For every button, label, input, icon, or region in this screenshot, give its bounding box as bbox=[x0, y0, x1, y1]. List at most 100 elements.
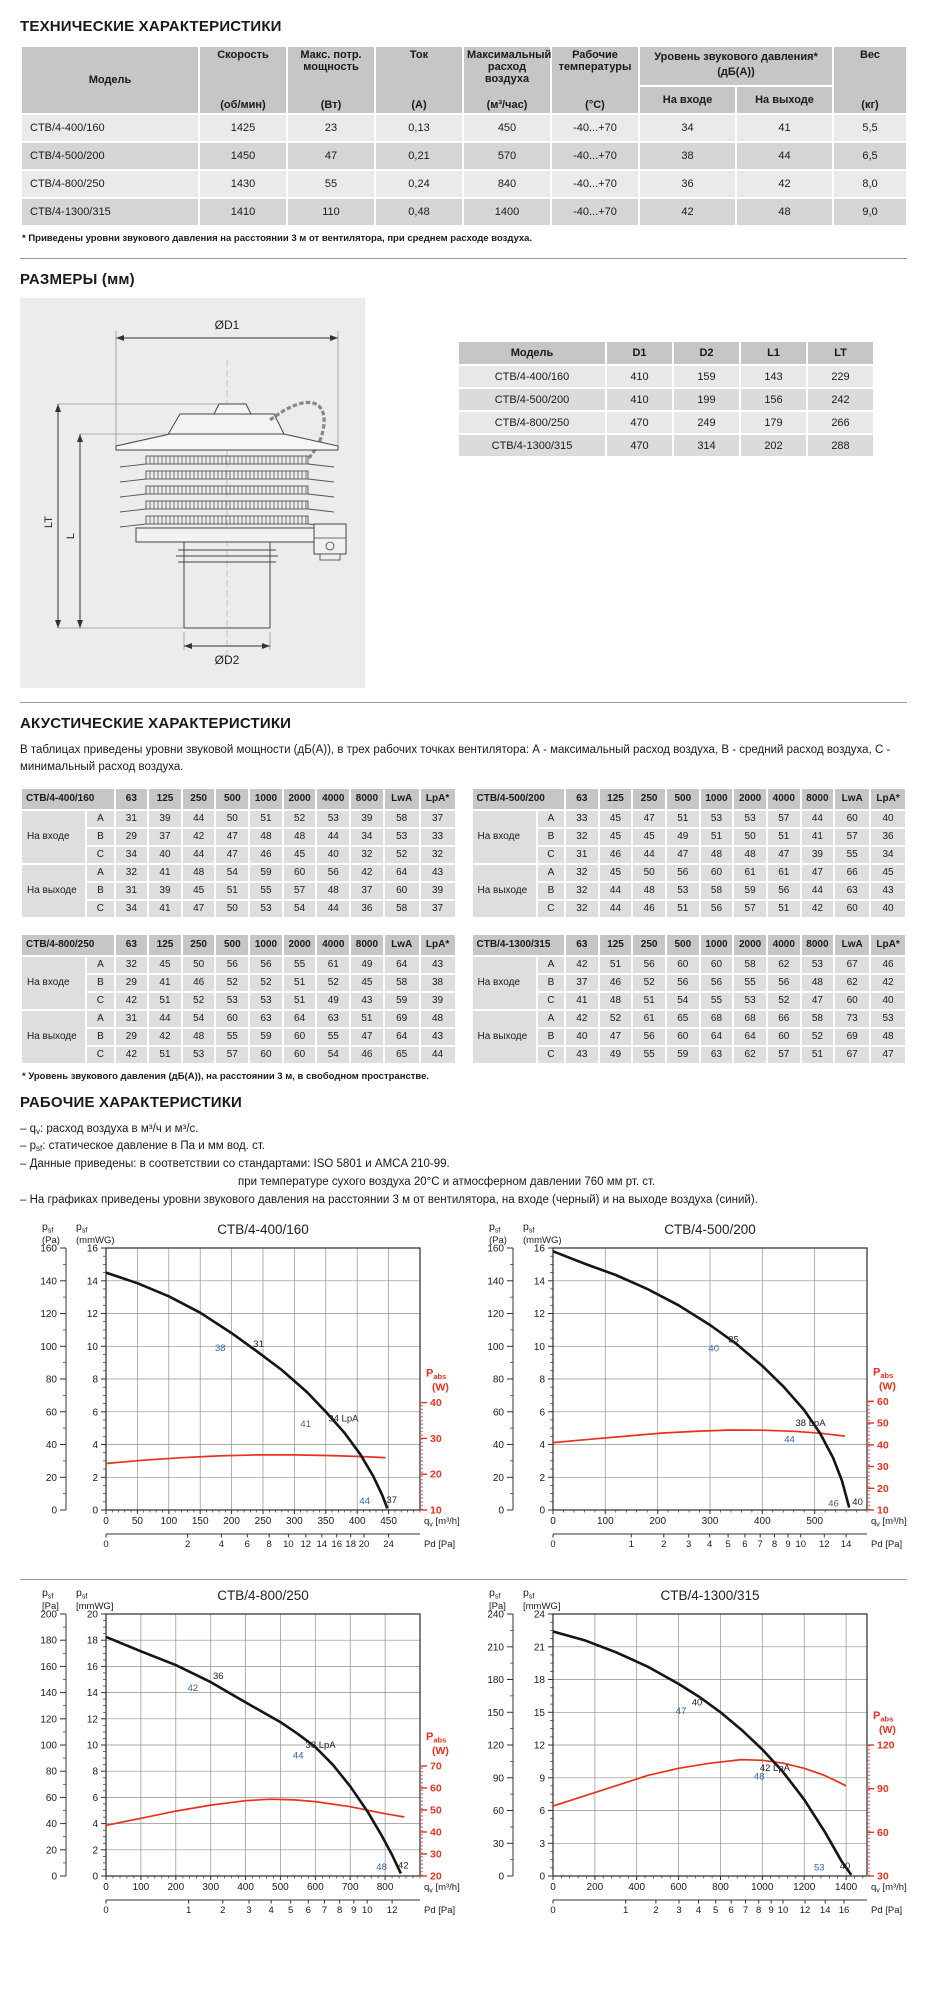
svg-text:200: 200 bbox=[167, 1882, 184, 1893]
table-row: CTB/4-800/250 470 249 179 266 bbox=[459, 412, 873, 433]
svg-text:9: 9 bbox=[539, 1773, 545, 1784]
svg-text:2: 2 bbox=[539, 1472, 545, 1483]
fan-dimension-drawing: ØD1 bbox=[20, 298, 365, 688]
svg-text:psf: psf bbox=[523, 1587, 534, 1601]
group-label: На выходе bbox=[472, 864, 536, 917]
louvers bbox=[119, 455, 335, 528]
svg-text:[Pa]: [Pa] bbox=[489, 1601, 506, 1612]
pressure-curve bbox=[552, 1629, 853, 1876]
svg-text:7: 7 bbox=[743, 1905, 748, 1916]
table-row: CTB/4-400/160 1425 23 0,13 450 -40...+70 34 41 5… bbox=[22, 115, 907, 141]
svg-text:0: 0 bbox=[51, 1505, 57, 1516]
section-title-performance: РАБОЧИЕ ХАРАКТЕРИСТИКИ bbox=[20, 1093, 243, 1111]
svg-text:41: 41 bbox=[300, 1419, 311, 1430]
svg-text:34 LpA: 34 LpA bbox=[328, 1413, 359, 1424]
acoustic-model-header: CTB/4-1300/315 bbox=[472, 934, 564, 955]
svg-text:240: 240 bbox=[487, 1609, 504, 1620]
table-row: На входе A 32 45 50 56 56 55 61 49 64 43 bbox=[22, 956, 455, 1009]
svg-text:50: 50 bbox=[132, 1516, 144, 1527]
svg-text:200: 200 bbox=[223, 1516, 240, 1527]
svg-text:37: 37 bbox=[386, 1495, 397, 1506]
svg-text:60: 60 bbox=[493, 1407, 505, 1418]
acoustic-table: CTB/4-400/160 63 125 250 500 1000 2000 4000 8000… bbox=[20, 787, 457, 919]
section-technical: ТЕХНИЧЕСКИЕ ХАРАКТЕРИСТИКИ Модель Скорост… bbox=[20, 18, 907, 244]
pressure-curve bbox=[552, 1249, 851, 1508]
svg-text:0: 0 bbox=[539, 1871, 545, 1882]
svg-text:12: 12 bbox=[387, 1905, 398, 1916]
svg-text:80: 80 bbox=[493, 1374, 505, 1385]
svg-text:8: 8 bbox=[92, 1374, 98, 1385]
svg-text:10: 10 bbox=[778, 1905, 789, 1916]
svg-text:1000: 1000 bbox=[751, 1882, 774, 1893]
table-row: CTB/4-400/160 410 159 143 229 bbox=[459, 366, 873, 387]
svg-text:12: 12 bbox=[301, 1539, 312, 1550]
dim-label-l: L bbox=[65, 533, 77, 539]
col-header: Рабочие температуры (°С) bbox=[552, 47, 638, 113]
svg-text:90: 90 bbox=[493, 1773, 505, 1784]
pressure-curve bbox=[105, 1635, 402, 1874]
svg-text:40: 40 bbox=[852, 1496, 863, 1507]
technical-footnote: * Приведены уровни звукового давления на… bbox=[22, 233, 533, 244]
acoustic-intro: В таблицах приведены уровни звуковой мощ… bbox=[20, 744, 891, 774]
svg-text:14: 14 bbox=[87, 1688, 99, 1699]
table-row: C 31 46 44 47 48 48 47 39 55 34 bbox=[473, 846, 905, 863]
svg-text:12: 12 bbox=[87, 1714, 99, 1725]
svg-text:6: 6 bbox=[306, 1905, 311, 1916]
svg-text:36: 36 bbox=[213, 1671, 224, 1682]
svg-text:60: 60 bbox=[46, 1407, 58, 1418]
table-row: CTB/4-500/200 1450 47 0,21 570 -40...+70 38 44 6… bbox=[22, 143, 907, 169]
group-label: На входе bbox=[22, 810, 86, 863]
performance-chart-2: 0 2 4 6 8 10 12 14 16 0 20 40 60 80 100 120 140 160 psf (Pa… bbox=[467, 1218, 907, 1565]
svg-text:5: 5 bbox=[713, 1905, 718, 1916]
svg-text:14: 14 bbox=[534, 1276, 546, 1287]
svg-text:100: 100 bbox=[40, 1740, 57, 1751]
note-line: – Данные приведены: в соответствии со ст… bbox=[20, 1158, 450, 1171]
svg-text:14: 14 bbox=[317, 1539, 328, 1550]
table-row: CTB/4-1300/315 1410 110 0,48 1400 -40...+70 42… bbox=[22, 199, 907, 225]
note-line: – psf: статическое давление в Па и мм во… bbox=[20, 1140, 266, 1154]
col-header: Скорость (об/мин) bbox=[200, 47, 286, 113]
svg-text:40: 40 bbox=[430, 1397, 442, 1409]
table-row: B 32 44 48 53 58 59 56 44 63 43 bbox=[473, 882, 905, 899]
table-row: B 32 45 45 49 51 50 51 41 57 36 bbox=[473, 828, 905, 845]
table-row: B 37 46 52 56 56 55 56 48 62 42 bbox=[473, 974, 905, 991]
svg-text:400: 400 bbox=[237, 1882, 254, 1893]
svg-text:10: 10 bbox=[283, 1539, 294, 1550]
col-header: Ток (А) bbox=[376, 47, 462, 113]
svg-text:qv [m³/h]: qv [m³/h] bbox=[871, 1882, 907, 1895]
svg-text:16: 16 bbox=[87, 1243, 99, 1254]
table-row: C 43 49 55 59 63 62 57 51 67 47 bbox=[473, 1046, 905, 1063]
performance-chart-svg: 036912151821240306090120150180210240psf[… bbox=[487, 1587, 907, 1916]
table-row: На выходе A 31 44 54 60 63 64 63 51 69 48 bbox=[22, 1010, 455, 1063]
svg-text:40: 40 bbox=[493, 1440, 505, 1451]
svg-text:10: 10 bbox=[87, 1740, 99, 1751]
acoustic-tables-grid: CTB/4-400/160 63 125 250 500 1000 2000 4000 8000… bbox=[20, 787, 907, 1065]
acoustic-model-header: CTB/4-400/160 bbox=[22, 788, 114, 809]
svg-text:100: 100 bbox=[40, 1341, 57, 1352]
svg-text:Pabs: Pabs bbox=[873, 1710, 893, 1724]
svg-text:0: 0 bbox=[550, 1516, 556, 1527]
header-row: CTB/4-800/250 63 125 250 500 1000 2000 4000 8000… bbox=[22, 934, 455, 955]
svg-text:1400: 1400 bbox=[835, 1882, 858, 1893]
svg-text:0: 0 bbox=[103, 1882, 109, 1893]
col-header: Макс. потр. мощность (Вт) bbox=[288, 47, 374, 113]
dimensions-row: ØD1 bbox=[20, 298, 907, 688]
svg-text:250: 250 bbox=[255, 1516, 272, 1527]
svg-text:0: 0 bbox=[498, 1505, 504, 1516]
table-row: C 34 41 47 50 53 54 44 36 58 37 bbox=[22, 900, 455, 917]
table-row: C 42 51 52 53 53 51 49 43 59 39 bbox=[22, 992, 455, 1009]
svg-text:42: 42 bbox=[188, 1683, 199, 1694]
performance-chart-1: 0 2 4 6 8 10 12 14 16 0 20 40 60 80 100 120 140 160 psf (Pa… bbox=[20, 1218, 460, 1565]
svg-text:0: 0 bbox=[103, 1905, 108, 1916]
svg-text:47: 47 bbox=[676, 1706, 687, 1717]
svg-text:CTB/4-500/200: CTB/4-500/200 bbox=[664, 1222, 756, 1237]
svg-text:24: 24 bbox=[383, 1539, 394, 1550]
col-header: Максимальный расход воздуха (м³/час) bbox=[464, 47, 551, 113]
table-row: На входе A 33 45 47 51 53 53 57 44 60 40 bbox=[472, 810, 905, 863]
svg-text:Pabs: Pabs bbox=[873, 1366, 893, 1380]
svg-text:30: 30 bbox=[877, 1870, 889, 1882]
table-row: На выходе A 32 45 50 56 60 61 61 47 66 45 bbox=[472, 864, 905, 917]
performance-chart-4: 0 3 6 9 12 15 18 21 24 0 30 60 90 120 150 180 210 240 psf[… bbox=[467, 1584, 907, 1931]
svg-text:16: 16 bbox=[87, 1661, 99, 1672]
table-row: CTB/4-500/200 410 199 156 242 bbox=[459, 389, 873, 410]
